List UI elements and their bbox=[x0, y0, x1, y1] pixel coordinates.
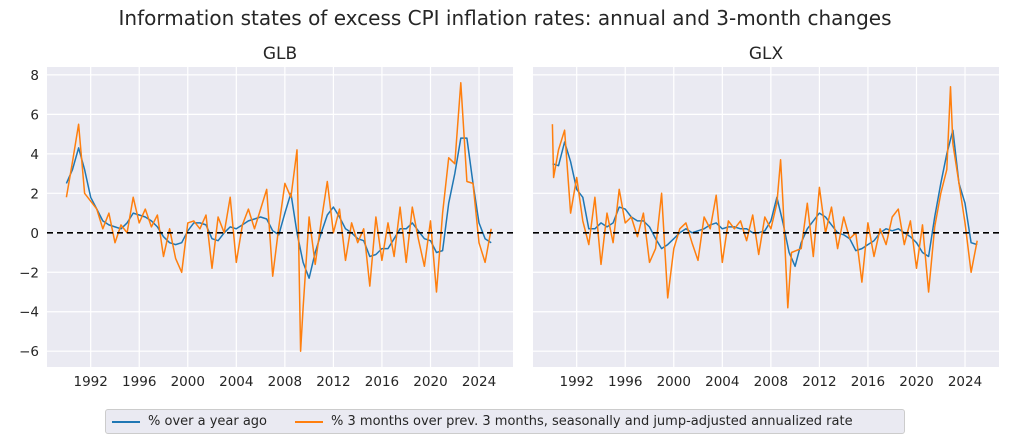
legend-item-3month: % 3 months over prev. 3 months, seasonal… bbox=[295, 414, 853, 429]
y-tick-label: −2 bbox=[19, 265, 39, 281]
x-tick-label: 2004 bbox=[219, 374, 253, 390]
panel-title: GLB bbox=[263, 44, 297, 64]
x-tick-label: 2008 bbox=[268, 374, 302, 390]
x-tick-label: 2016 bbox=[365, 374, 399, 390]
x-tick-label: 1992 bbox=[560, 374, 594, 390]
y-tick-label: 8 bbox=[30, 68, 39, 84]
y-tick-label: 2 bbox=[30, 186, 39, 202]
x-tick-label: 2020 bbox=[413, 374, 447, 390]
panel-title: GLX bbox=[749, 44, 784, 64]
y-tick-label: −4 bbox=[19, 305, 39, 321]
x-tick-label: 2020 bbox=[899, 374, 933, 390]
figure-title: Information states of excess CPI inflati… bbox=[118, 6, 892, 30]
x-tick-label: 2024 bbox=[462, 374, 496, 390]
x-tick-label: 2012 bbox=[802, 374, 836, 390]
legend-label-3month: % 3 months over prev. 3 months, seasonal… bbox=[331, 414, 853, 429]
panel-glx: GLX 1992 1996 2000 2004 2008 2012 2016 2020 2024 bbox=[533, 44, 999, 390]
x-tick-label: 1996 bbox=[608, 374, 642, 390]
legend: % over a year ago % 3 months over prev. … bbox=[105, 409, 905, 434]
x-tick-label: 2016 bbox=[851, 374, 885, 390]
series-line-3month bbox=[65, 82, 492, 352]
y-tick-label: 0 bbox=[30, 226, 39, 242]
y-tick-label: 4 bbox=[30, 147, 39, 163]
x-tick-label: 1996 bbox=[122, 374, 156, 390]
x-tick-label: 2008 bbox=[754, 374, 788, 390]
legend-swatch-3month bbox=[295, 420, 324, 423]
panel-glb: GLB −6 −4 −2 0 2 4 6 8 1992 1996 2000 2004 2008 2012 20… bbox=[19, 44, 513, 390]
x-tick-label: 2000 bbox=[657, 374, 691, 390]
y-tick-label: −6 bbox=[19, 344, 39, 360]
x-tick-label: 2000 bbox=[171, 374, 205, 390]
y-tick-label: 6 bbox=[30, 107, 39, 123]
x-tick-label: 1992 bbox=[74, 374, 108, 390]
x-tick-label: 2024 bbox=[948, 374, 982, 390]
x-tick-label: 2004 bbox=[705, 374, 739, 390]
plot-background bbox=[533, 67, 999, 367]
series-line-3month bbox=[551, 85, 978, 309]
legend-swatch-annual bbox=[112, 420, 140, 423]
legend-label-annual: % over a year ago bbox=[148, 414, 268, 429]
legend-item-annual: % over a year ago bbox=[112, 414, 267, 429]
x-tick-label: 2012 bbox=[316, 374, 350, 390]
